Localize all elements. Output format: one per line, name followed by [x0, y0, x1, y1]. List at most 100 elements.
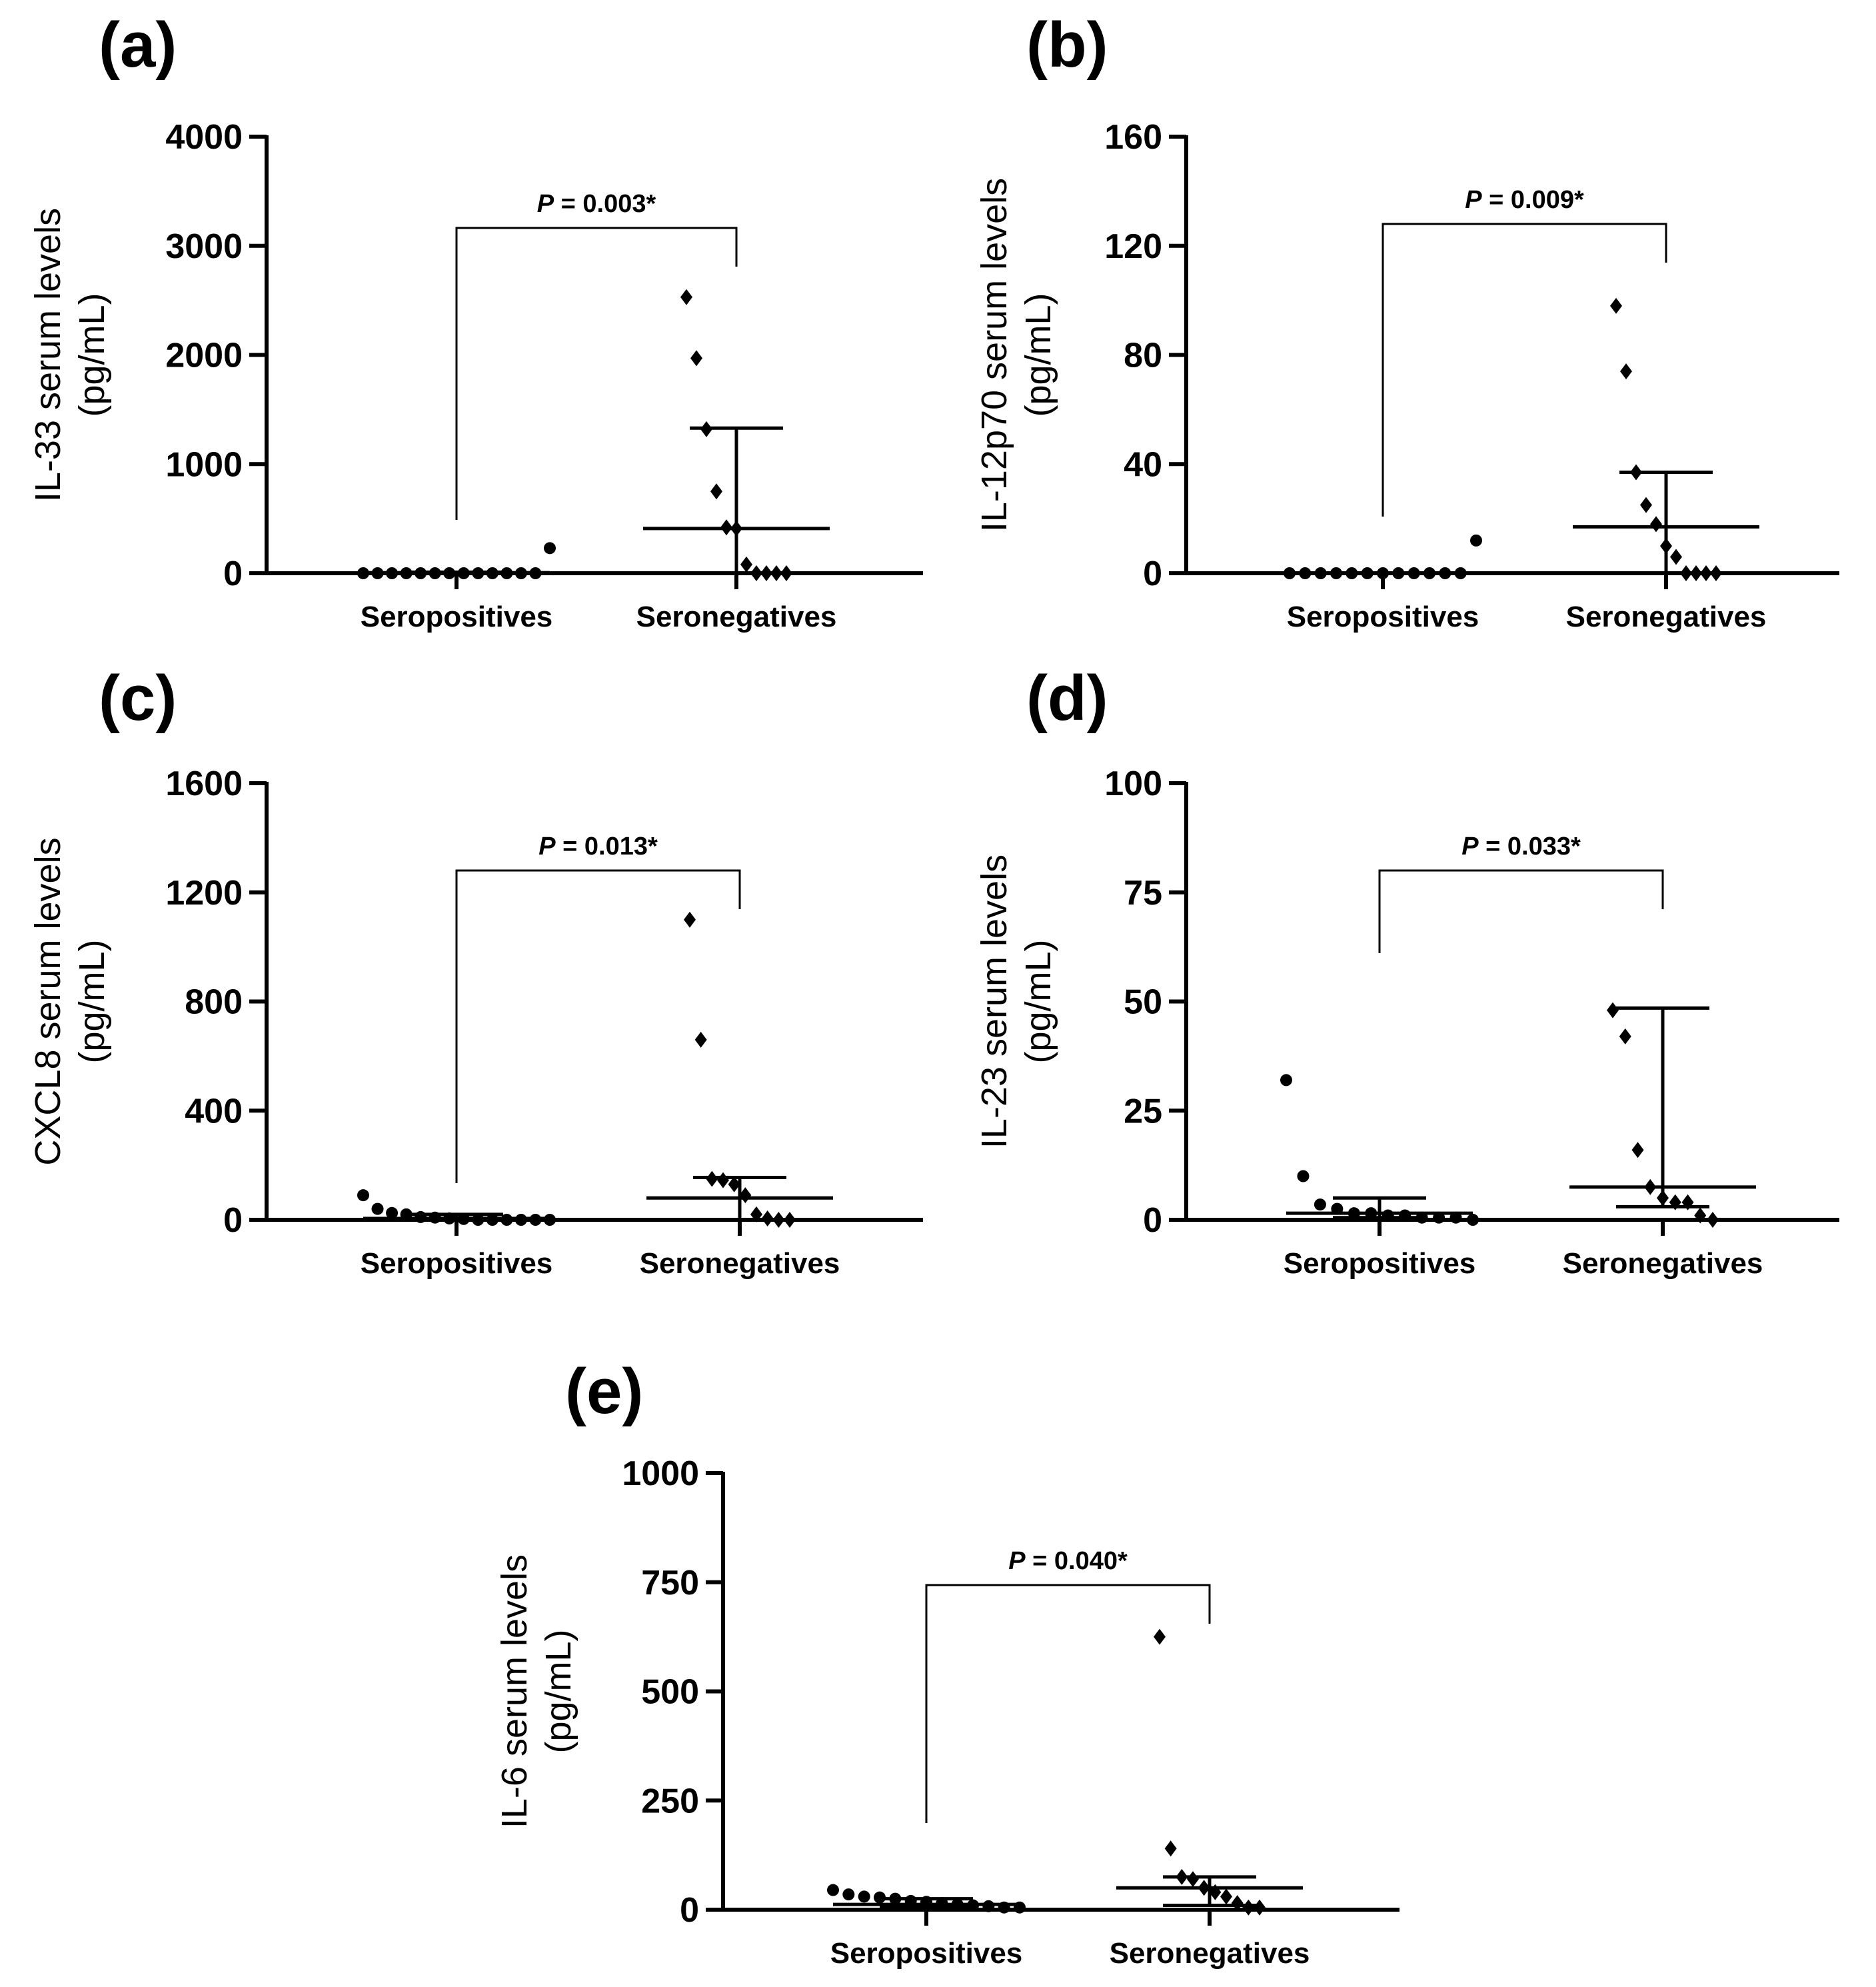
panel-label: (e) [565, 1356, 643, 1427]
y-axis-title-line2: (pg/mL) [72, 939, 112, 1063]
data-point [1242, 1899, 1255, 1916]
data-point [1231, 1895, 1244, 1912]
data-point [1470, 534, 1482, 547]
panel-label: (c) [99, 663, 177, 734]
series-seropositives [1280, 1074, 1479, 1226]
data-point [694, 1031, 707, 1048]
y-tick-label: 0 [223, 1201, 243, 1240]
data-point [1399, 1209, 1411, 1222]
data-point [982, 1900, 995, 1912]
series-seropositives [1284, 534, 1482, 579]
panel-label: (d) [1026, 663, 1108, 734]
y-tick-label: 160 [1104, 118, 1162, 157]
y-axis-title: IL-12p70 serum levels (pg/mL) [974, 178, 1058, 532]
data-point [1220, 1888, 1232, 1905]
data-point [827, 1884, 839, 1896]
data-point [680, 289, 692, 305]
data-point [1154, 1628, 1166, 1645]
x-tick-label: Seronegatives [640, 1247, 840, 1280]
y-axis-title-line1: IL-6 serum levels [494, 1554, 534, 1828]
y-tick-label: 120 [1104, 227, 1162, 266]
y-tick-label: 2000 [165, 337, 243, 375]
p-value-symbol: P [537, 190, 554, 218]
data-point [386, 1206, 399, 1219]
p-value-symbol: P [1461, 833, 1479, 861]
y-tick-label: 0 [1143, 1201, 1162, 1240]
data-point [784, 1212, 796, 1228]
y-axis-title: CXCL8 serum levels (pg/mL) [28, 837, 112, 1165]
series-seronegatives [643, 289, 830, 581]
p-value-symbol: P [538, 833, 556, 861]
series-seropositives [357, 1189, 556, 1226]
data-point [1254, 1899, 1266, 1916]
data-point [842, 1888, 855, 1901]
series-seronegatives [646, 911, 833, 1228]
p-value-label: P = 0.009* [1465, 186, 1584, 214]
data-point [1640, 497, 1652, 513]
data-point [728, 1176, 740, 1192]
p-value-text: = 0.033* [1479, 833, 1581, 861]
x-tick-label: Seropositives [361, 601, 553, 633]
y-tick-label: 40 [1124, 445, 1162, 484]
data-point [544, 542, 556, 555]
y-axis-title-line1: IL-12p70 serum levels [974, 178, 1014, 532]
data-point [780, 565, 792, 581]
p-value-label: P = 0.040* [1008, 1547, 1128, 1575]
data-point [357, 1189, 369, 1202]
y-tick-label: 50 [1124, 983, 1162, 1022]
data-point [1694, 1207, 1707, 1224]
x-tick-label: Seropositives [1284, 1247, 1476, 1280]
data-point [717, 1172, 729, 1188]
data-point [690, 350, 702, 367]
data-point [710, 483, 722, 500]
data-point [1187, 1871, 1199, 1888]
x-tick-label: Seropositives [361, 1247, 553, 1280]
p-value-text: = 0.003* [554, 190, 656, 218]
y-tick-label: 75 [1124, 874, 1162, 913]
data-point [858, 1890, 870, 1903]
significance-bracket [455, 869, 741, 1183]
y-axis-title: IL-6 serum levels (pg/mL) [494, 1554, 578, 1828]
data-point [1297, 1170, 1310, 1182]
y-axis-title: IL-23 serum levels (pg/mL) [974, 855, 1058, 1148]
significance-bracket [1378, 869, 1664, 953]
data-point [371, 1202, 384, 1215]
y-axis-title-line2: (pg/mL) [1018, 293, 1058, 417]
y-tick-label: 1000 [165, 445, 243, 484]
y-axis-title-line1: IL-33 serum levels [28, 208, 68, 502]
panel-4: (d) 0 25 50 75 100 IL-23 serum levels (pg/mL) Se… [974, 663, 1839, 1280]
p-value-label: P = 0.033* [1461, 833, 1581, 861]
significance-bracket [925, 1584, 1211, 1823]
y-tick-label: 1000 [622, 1454, 699, 1493]
data-point [1670, 549, 1682, 565]
y-tick-label: 4000 [165, 118, 243, 157]
y-tick-label: 1200 [165, 874, 243, 913]
series-seronegatives [1573, 297, 1759, 581]
data-point [740, 556, 752, 573]
data-point [1710, 565, 1722, 581]
p-value-symbol: P [1465, 186, 1482, 214]
p-value-text: = 0.040* [1026, 1547, 1128, 1575]
x-tick-label: Seronegatives [636, 601, 837, 633]
panel-5: (e) 0 250 500 750 1000 IL-6 serum levels (pg/mL… [494, 1356, 1400, 1970]
series-seropositives [357, 542, 556, 579]
panel-3: (c) 0 400 800 1200 1600 CXCL8 serum levels (pg/… [28, 663, 923, 1280]
y-tick-label: 80 [1124, 337, 1162, 375]
series-seropositives [827, 1884, 1026, 1914]
x-tick-label: Seronegatives [1563, 1247, 1763, 1280]
p-value-text: = 0.013* [556, 833, 658, 861]
y-tick-label: 0 [680, 1891, 699, 1930]
y-axis-title-line2: (pg/mL) [1018, 939, 1058, 1063]
significance-bracket [455, 227, 738, 520]
y-axis-title-line2: (pg/mL) [72, 293, 112, 417]
y-tick-label: 800 [185, 983, 243, 1022]
data-point [1631, 1142, 1644, 1158]
y-tick-label: 750 [641, 1564, 699, 1602]
series-seronegatives [1569, 1002, 1756, 1228]
y-axis-title: IL-33 serum levels (pg/mL) [28, 208, 112, 502]
x-tick-label: Seronegatives [1110, 1937, 1310, 1970]
y-axis-title-line1: IL-23 serum levels [974, 855, 1014, 1148]
data-point [1610, 297, 1622, 314]
y-tick-label: 100 [1104, 765, 1162, 803]
y-tick-label: 500 [641, 1673, 699, 1712]
